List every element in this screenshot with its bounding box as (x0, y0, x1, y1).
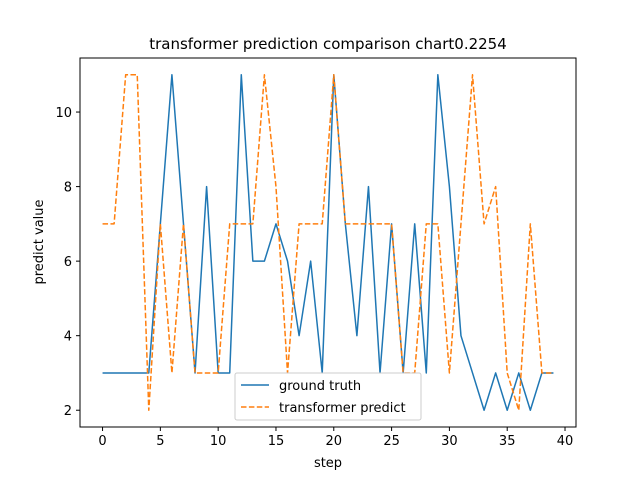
x-axis-label: step (314, 456, 342, 471)
legend-label-transformer-predict: transformer predict (279, 401, 406, 416)
x-tick-label: 30 (441, 434, 458, 449)
x-tick-label: 25 (383, 434, 400, 449)
x-axis-ticks: 0 5 10 15 20 25 30 35 40 (98, 427, 573, 449)
series-line-transformer-predict (102, 74, 554, 411)
plot-area (79, 57, 577, 428)
x-tick-label: 40 (557, 434, 574, 449)
x-tick-label: 0 (98, 434, 106, 449)
x-tick-label: 5 (156, 434, 164, 449)
x-tick-label: 10 (210, 434, 227, 449)
y-tick-label: 10 (55, 106, 72, 121)
y-tick-label: 4 (64, 330, 72, 345)
y-tick-label: 8 (64, 181, 72, 196)
chart-title: transformer prediction comparison chart0… (149, 35, 507, 53)
x-tick-label: 15 (268, 434, 285, 449)
y-tick-label: 2 (64, 404, 72, 419)
x-tick-label: 35 (499, 434, 516, 449)
legend-label-ground-truth: ground truth (279, 379, 361, 394)
series-line-ground-truth (102, 74, 554, 411)
legend: ground truth transformer predict (234, 372, 422, 421)
legend-box (234, 372, 422, 421)
y-tick-label: 6 (64, 255, 72, 270)
plot-frame (79, 57, 577, 428)
y-axis-ticks: 2 4 6 8 10 (55, 106, 80, 419)
x-tick-label: 20 (326, 434, 343, 449)
series-layer (102, 74, 554, 411)
y-axis-label: predict value (32, 199, 47, 284)
